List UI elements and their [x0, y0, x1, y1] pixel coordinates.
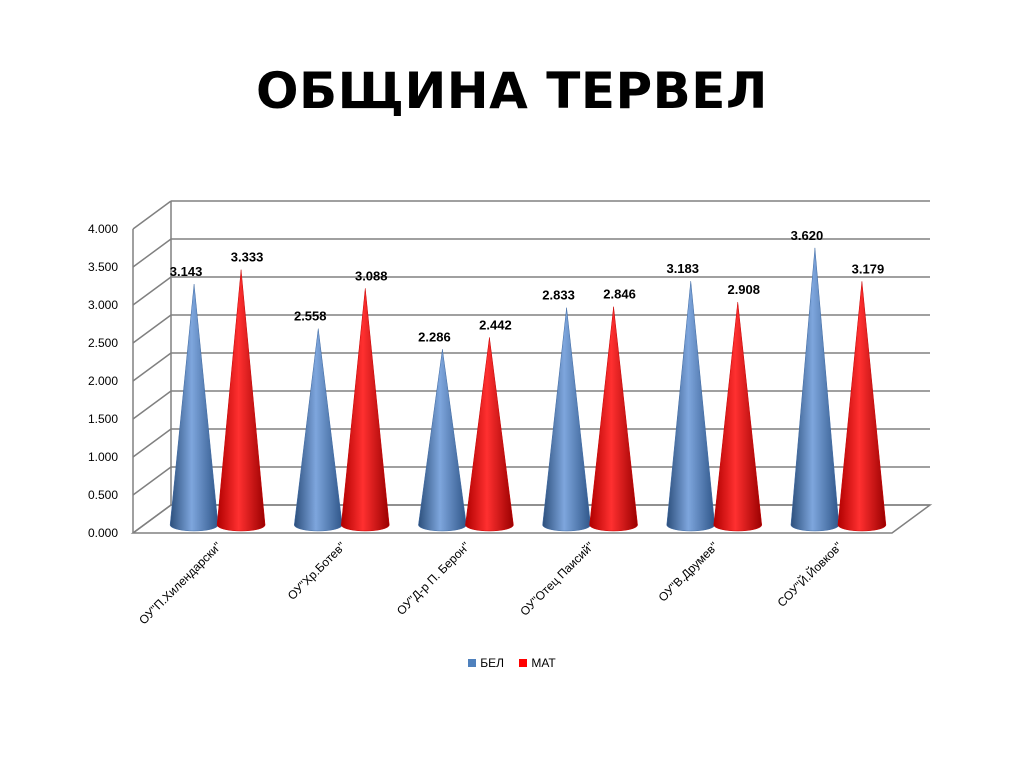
cone-body — [293, 328, 343, 532]
cone-body — [169, 284, 219, 532]
y-tick-label: 0.500 — [88, 488, 118, 502]
cone-body — [837, 281, 887, 532]
cone-bel — [169, 284, 219, 532]
y-tick-label: 3.500 — [88, 260, 118, 274]
data-label: 3.088 — [355, 268, 388, 283]
cone-bel — [293, 328, 343, 532]
x-category-label: ОУ"Хр.Ботев" — [285, 539, 349, 603]
data-label: 2.846 — [603, 287, 636, 302]
x-category-label: ОУ"Д-р П. Берон" — [394, 539, 473, 618]
cone-mat — [713, 301, 763, 532]
cone-body — [713, 301, 763, 532]
y-axis-ticks: 0.000 0.500 1.000 1.500 2.000 2.500 3.000 3.500… — [88, 222, 118, 540]
data-label: 3.179 — [852, 261, 885, 276]
legend-item-mat: МАТ — [519, 656, 556, 670]
gridline-side — [132, 314, 172, 344]
data-label: 3.620 — [791, 228, 824, 243]
legend-swatch-mat — [519, 659, 528, 667]
gridline-side — [132, 200, 172, 230]
x-category-label: ОУ"В.Друмев" — [656, 539, 721, 604]
cone-body — [418, 349, 467, 532]
y-tick-label: 2.500 — [88, 336, 118, 350]
gridline-side — [132, 466, 172, 496]
y-tick-label: 0.000 — [88, 526, 118, 540]
data-labels: 3.143 3.333 2.558 3.088 2.286 2.442 2.833 2.846… — [170, 228, 884, 344]
gridline-side — [132, 428, 172, 458]
x-category-label: ОУ"П.Хилендарски" — [136, 539, 224, 627]
cone-bel — [790, 247, 840, 532]
y-tick-label: 4.000 — [88, 222, 118, 236]
data-label: 2.908 — [727, 282, 760, 297]
cone-body — [542, 307, 591, 532]
cone-body — [465, 337, 514, 532]
x-category-label: СОУ"Й.Йовков" — [774, 539, 845, 610]
gridline-side — [132, 390, 172, 420]
data-label: 2.558 — [294, 309, 327, 324]
slide-title: ОБЩИНА ТЕРВЕЛ — [256, 62, 768, 120]
cone-mat — [589, 306, 638, 532]
cone-body — [790, 247, 840, 532]
gridline-side — [132, 276, 172, 306]
data-label: 2.833 — [542, 288, 575, 303]
x-axis-categories: ОУ"П.Хилендарски" ОУ"Хр.Ботев" ОУ"Д-р П. Б… — [136, 539, 845, 628]
cone-bel — [418, 349, 467, 532]
cone-mat — [465, 337, 514, 532]
gridline-side — [132, 238, 172, 268]
chart-floor — [130, 504, 933, 534]
cone-layer — [169, 247, 887, 532]
y-tick-label: 2.000 — [88, 374, 118, 388]
cone-mat — [837, 281, 887, 532]
cone-mat — [216, 269, 266, 532]
x-category-label: ОУ"Отец Паисий" — [517, 539, 596, 618]
data-label: 2.442 — [479, 317, 512, 332]
y-tick-label: 3.000 — [88, 298, 118, 312]
legend-label-bel: БЕЛ — [480, 656, 504, 670]
legend-label-mat: МАТ — [531, 656, 556, 670]
y-tick-label: 1.000 — [88, 450, 118, 464]
gridline-side — [132, 352, 172, 382]
cone-body — [216, 269, 266, 532]
y-tick-label: 1.500 — [88, 412, 118, 426]
data-label: 2.286 — [418, 329, 451, 344]
data-label: 3.183 — [666, 261, 699, 276]
data-label: 3.143 — [170, 264, 203, 279]
cone-mat — [340, 288, 390, 532]
cone-bel — [542, 307, 591, 532]
legend-swatch-bel — [468, 659, 477, 667]
cone-body — [340, 288, 390, 532]
data-label: 3.333 — [231, 250, 264, 265]
cone-body — [589, 306, 638, 532]
cone-body — [666, 281, 716, 532]
cone-bel — [666, 281, 716, 532]
legend: БЕЛ МАТ — [0, 656, 1024, 670]
legend-item-bel: БЕЛ — [468, 656, 504, 670]
